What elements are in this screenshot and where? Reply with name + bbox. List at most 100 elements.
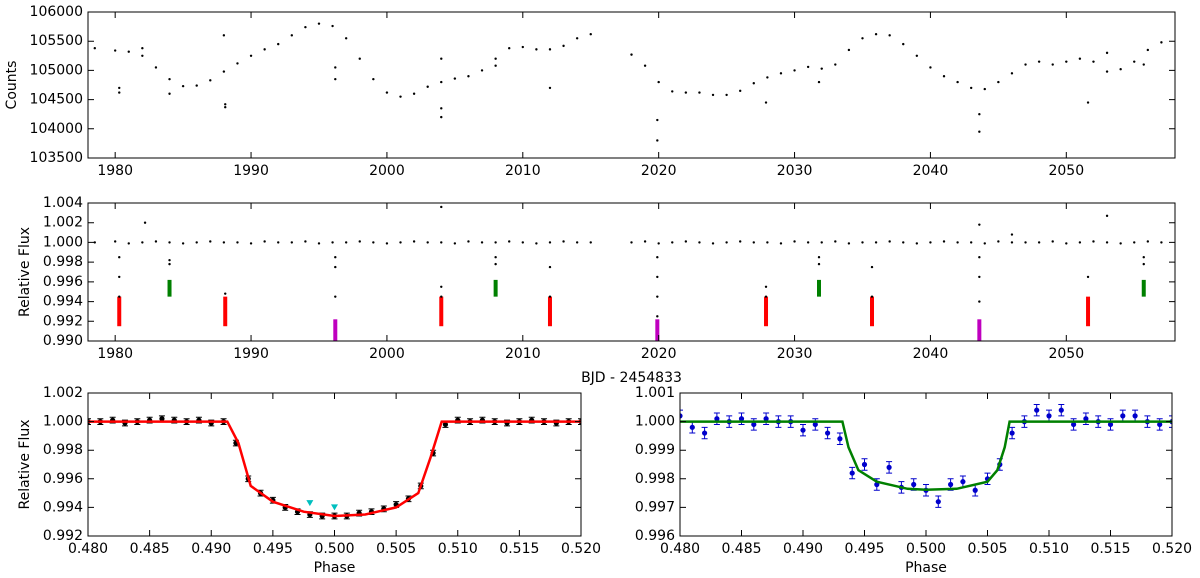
- data-point: [752, 82, 755, 85]
- data-point: [1142, 262, 1145, 266]
- data-point: [1010, 72, 1014, 75]
- data-point: [304, 25, 307, 29]
- y-tick-label: 1.000: [43, 414, 83, 430]
- data-point: [929, 241, 932, 244]
- data-point: [224, 105, 227, 109]
- y-tick-label: 0.996: [635, 528, 675, 544]
- data-point: [656, 256, 659, 259]
- data-point: [209, 240, 212, 243]
- y-tick-label: 103500: [30, 150, 83, 166]
- data-point: [764, 295, 768, 298]
- data-point: [1105, 241, 1109, 244]
- data-point: [372, 241, 375, 244]
- data-point: [978, 256, 981, 259]
- y-tick-label: 0.996: [43, 274, 83, 290]
- data-point: [800, 427, 806, 433]
- data-point: [766, 241, 769, 244]
- data-point: [334, 295, 337, 298]
- data-point: [141, 241, 144, 244]
- data-point: [222, 34, 226, 37]
- y-tick-label: 104000: [30, 121, 83, 137]
- data-point: [224, 292, 227, 295]
- data-point: [1146, 240, 1150, 243]
- data-point: [630, 53, 633, 56]
- y-tick-label: 0.998: [635, 471, 675, 487]
- data-point: [440, 295, 443, 298]
- y-tick-label: 0.999: [635, 442, 675, 458]
- y-tick-label: 0.990: [43, 333, 83, 349]
- data-point: [277, 42, 280, 46]
- data-point: [334, 77, 337, 81]
- x-tick-label: 2000: [369, 346, 405, 362]
- x-tick-label: 0.515: [1090, 541, 1130, 557]
- data-point: [589, 32, 592, 36]
- data-point: [358, 240, 361, 243]
- data-point: [983, 87, 986, 91]
- data-point: [93, 47, 96, 50]
- data-point: [181, 84, 185, 88]
- data-point: [412, 92, 416, 95]
- data-point: [494, 256, 497, 259]
- data-point: [1078, 241, 1082, 244]
- data-point: [656, 295, 659, 298]
- data-point: [480, 241, 484, 244]
- data-point: [440, 241, 443, 244]
- y-axis-label: Relative Flux: [17, 419, 33, 509]
- data-point: [1086, 275, 1090, 279]
- x-tick-label: 2010: [505, 163, 541, 179]
- data-point: [725, 241, 728, 244]
- data-point: [817, 256, 821, 259]
- data-point: [806, 65, 810, 69]
- data-point: [1157, 421, 1163, 428]
- data-point: [1160, 241, 1163, 244]
- x-tick-label: 0.500: [906, 541, 946, 557]
- data-point: [222, 241, 226, 244]
- data-point: [834, 63, 837, 66]
- data-point: [127, 50, 130, 53]
- data-point: [440, 107, 443, 110]
- data-point: [870, 295, 874, 298]
- data-point: [426, 85, 429, 88]
- y-tick-label: 0.998: [43, 254, 83, 270]
- plot-area: [93, 205, 1163, 341]
- plot-frame: [87, 11, 1176, 159]
- data-point: [344, 241, 348, 244]
- x-tick-label: 0.485: [721, 541, 761, 557]
- data-point: [480, 69, 484, 72]
- plot-area: [680, 403, 1172, 508]
- data-point: [837, 436, 843, 442]
- data-point: [684, 91, 688, 94]
- data-point: [118, 295, 121, 298]
- data-point: [752, 241, 755, 244]
- data-point: [942, 240, 946, 243]
- data-point: [978, 300, 981, 303]
- data-point: [1107, 421, 1114, 428]
- data-point: [714, 416, 720, 422]
- data-point: [168, 92, 171, 95]
- data-point: [535, 48, 538, 51]
- y-tick-label: 0.994: [43, 499, 83, 515]
- data-point: [806, 241, 810, 244]
- data-point: [236, 241, 239, 244]
- data-point: [440, 205, 443, 209]
- data-point: [861, 37, 864, 40]
- data-point: [702, 430, 708, 436]
- data-point: [711, 242, 715, 245]
- y-tick-label: 0.996: [43, 471, 83, 487]
- data-point: [1034, 407, 1040, 413]
- data-point: [698, 241, 701, 244]
- data-point: [93, 241, 96, 244]
- data-point: [118, 91, 121, 94]
- x-tick-label: 1990: [233, 163, 269, 179]
- y-tick-label: 1.001: [635, 385, 675, 401]
- data-point: [812, 421, 818, 428]
- x-tick-label: 2040: [913, 346, 949, 362]
- data-point: [334, 66, 337, 69]
- data-point: [1142, 256, 1145, 259]
- data-point: [942, 75, 946, 78]
- data-point: [861, 241, 864, 244]
- data-point: [358, 57, 361, 60]
- plot-frame: [679, 392, 1173, 537]
- data-point: [1051, 63, 1054, 66]
- data-point: [793, 240, 796, 243]
